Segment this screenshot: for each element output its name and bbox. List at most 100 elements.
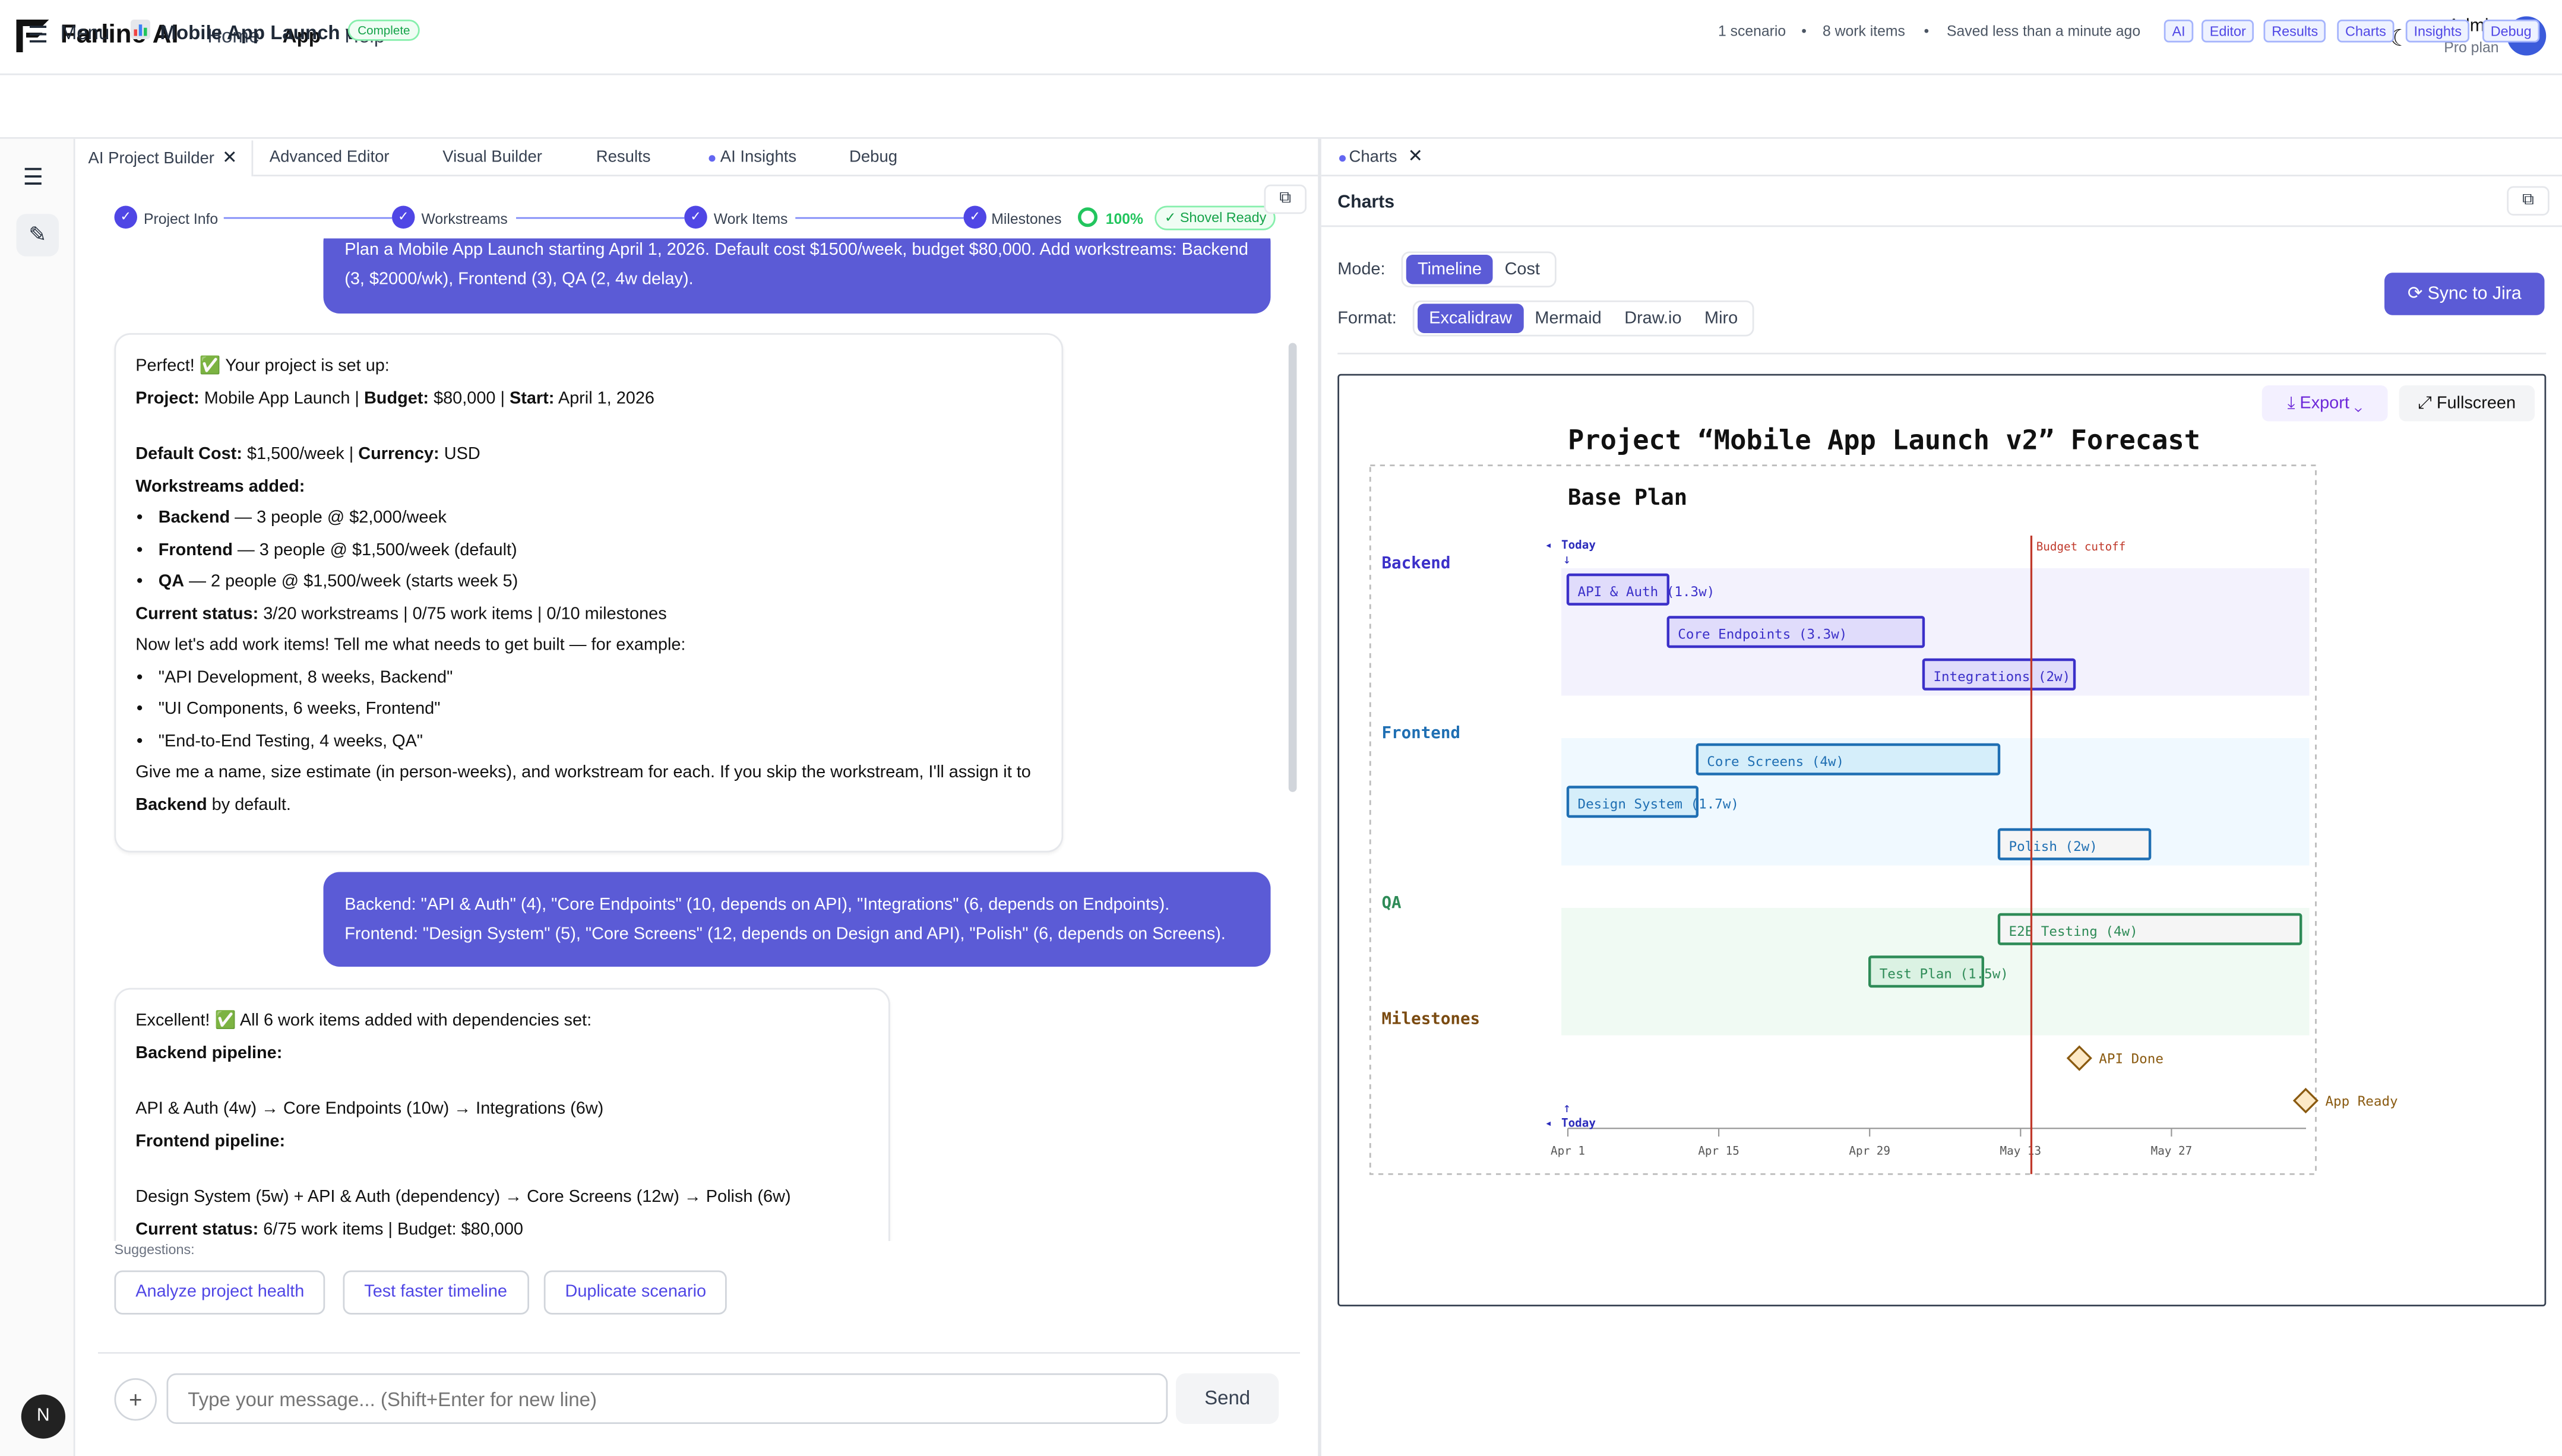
quick-link-insights[interactable]: Insights [2405,20,2470,43]
hamburger-icon[interactable]: ☰ [27,21,49,48]
list-icon[interactable]: ☰ [23,163,44,189]
nav-home[interactable]: Home [207,24,260,48]
composer [98,1352,1300,1445]
tab-results[interactable]: Results [596,148,651,167]
suggestion-duplicate-scenario[interactable]: Duplicate scenario [543,1270,728,1315]
message-line: Frontend pipeline: [135,1131,286,1151]
menu-button[interactable]: Menu [60,21,110,45]
tab-visual-builder[interactable]: Visual Builder [442,148,542,167]
edit-icon[interactable]: ✎ [16,214,59,257]
nav-app[interactable]: App [282,24,321,48]
user-message: Backend: "API & Auth" (4), "Core Endpoin… [323,872,1271,967]
external-link-icon[interactable]: ⧉ [2507,186,2550,216]
bar-chart-icon [131,20,150,39]
panel-divider[interactable] [1318,138,1321,1456]
group-label-backend: Backend [1382,553,1451,572]
group-label-frontend: Frontend [1382,723,1460,742]
format-excalidraw[interactable]: Excalidraw [1418,303,1524,333]
format-label: Format: [1337,308,1397,328]
saved-status: Saved less than a minute ago [1947,23,2141,40]
gantt-bar [1922,658,2076,691]
tab-ai-insights[interactable]: AI Insights [720,148,797,167]
step-workstreams[interactable]: Workstreams [421,210,508,227]
left-tab-bar [77,139,1318,176]
message-line: Current status: 6/75 work items | Budget… [135,1218,523,1239]
x-tick-label: May 27 [2151,1144,2193,1157]
check-icon: ✓ [392,205,415,229]
tab-debug[interactable]: Debug [849,148,898,167]
mode-label: Mode: [1337,259,1386,280]
divider [1321,225,2562,227]
suggestion-analyze-health[interactable]: Analyze project health [114,1270,326,1315]
export-button[interactable]: ⤓ Export ⌄ [2261,385,2388,422]
step-milestones[interactable]: Milestones [991,210,1062,227]
scenario-count: 1 scenario [1718,23,1786,40]
list-item: "API Development, 8 weeks, Backend" [159,662,1042,694]
milestone-label: App Ready [2325,1094,2397,1109]
gantt-bar [1868,955,1984,988]
suggestions-label: Suggestions: [114,1241,195,1258]
gantt-bar [1997,913,2302,945]
status-badge: Complete [347,20,420,41]
today-arrow-icon: ◂ [1545,1116,1552,1130]
check-icon: ✓ [963,205,986,229]
quick-link-results[interactable]: Results [2263,20,2326,43]
attach-plus-icon[interactable]: + [114,1378,157,1421]
left-rail [0,138,75,1456]
quick-link-ai[interactable]: AI [2164,20,2194,43]
meta-separator: • [1801,23,1807,40]
quick-link-charts[interactable]: Charts [2337,20,2395,43]
x-tick-label: Apr 1 [1551,1144,1585,1157]
today-arrow-icon: ◂ [1545,538,1552,552]
list-item: QA — 2 people @ $1,500/week (starts week… [159,566,1042,599]
top-nav [0,0,2562,75]
message-input[interactable] [166,1373,1168,1424]
external-link-icon[interactable]: ⧉ [1264,184,1307,214]
list-item: "End-to-End Testing, 4 weeks, QA" [159,726,1042,758]
sync-jira-button[interactable]: ⟳ Sync to Jira [2384,273,2545,315]
gantt-bar-label: API & Auth (1.3w) [1578,584,1715,600]
message-line: Current status: 3/20 workstreams | 0/75 … [135,603,667,623]
format-mermaid[interactable]: Mermaid [1535,308,1602,328]
message-line: Excellent! ✅ All 6 work items added with… [135,1011,592,1031]
workstream-list: Backend — 3 people @ $2,000/week Fronten… [159,503,1042,599]
gantt-bar [1696,743,2001,776]
message-line: Perfect! ✅ Your project is set up: [135,356,390,376]
step-connector [795,217,964,219]
message-line: Design System (5w) + API & Auth (depende… [135,1187,791,1207]
list-item: "UI Components, 6 weeks, Frontend" [159,694,1042,726]
quick-link-editor[interactable]: Editor [2202,20,2254,43]
project-bar [0,75,2562,139]
close-icon[interactable]: ✕ [1407,147,1423,167]
format-toggle: Excalidraw Mermaid Draw.io Miro [1412,300,1754,337]
step-work-items[interactable]: Work Items [713,210,788,227]
sync-label: Sync to Jira [2427,284,2522,304]
send-button[interactable]: Send [1176,1373,1279,1424]
mode-cost[interactable]: Cost [1504,259,1540,280]
suggestion-faster-timeline[interactable]: Test faster timeline [343,1270,529,1315]
chart-title: Project “Mobile App Launch v2” Forecast [1568,424,2200,455]
sync-icon: ⟳ [2407,284,2428,304]
milestone-label: API Done [2099,1051,2164,1066]
quick-link-debug[interactable]: Debug [2482,20,2540,43]
workspace-avatar[interactable]: N [21,1394,65,1439]
milestone-diamond-icon [2292,1087,2319,1114]
mode-timeline[interactable]: Timeline [1406,255,1494,284]
tab-charts[interactable]: Charts [1349,148,1397,167]
fullscreen-button[interactable]: ⤢ Fullscreen [2399,385,2535,422]
step-connector [223,217,392,219]
logo-icon [16,20,49,52]
gantt-chart[interactable]: Project “Mobile App Launch v2” Forecast … [1339,376,2545,1305]
chat-scrollbar[interactable] [1288,343,1297,792]
gantt-bar-label: E2E Testing (4w) [2009,924,2138,939]
tab-ai-project-builder[interactable]: AI Project Builder ✕ [77,140,254,176]
format-drawio[interactable]: Draw.io [1624,308,1682,328]
tab-advanced-editor[interactable]: Advanced Editor [269,148,390,167]
meta-separator: • [1924,23,1930,40]
format-miro[interactable]: Miro [1704,308,1738,328]
close-icon[interactable]: ✕ [222,148,238,169]
step-project-info[interactable]: Project Info [144,210,219,227]
mode-toggle: Timeline Cost [1401,251,1557,287]
today-label-top: Today [1561,538,1596,552]
